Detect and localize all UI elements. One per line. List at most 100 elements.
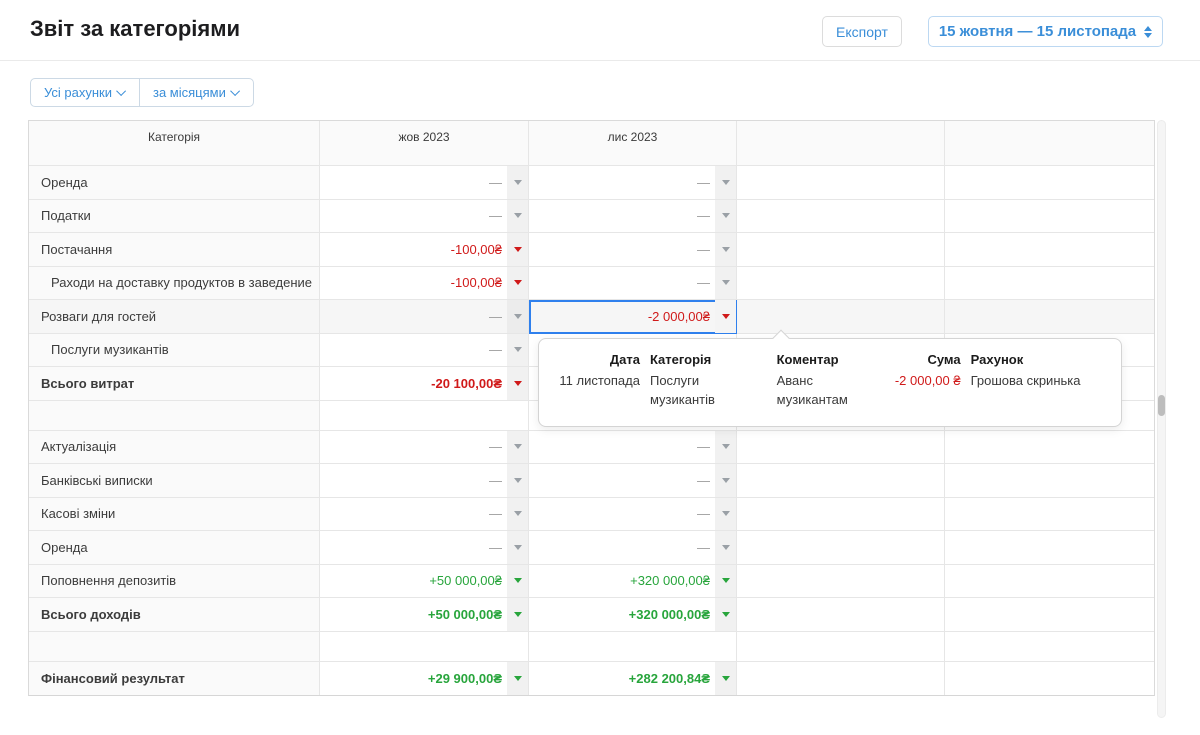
amount-cell[interactable]: — <box>320 166 529 200</box>
amount-value: +50 000,00₴ <box>427 606 502 622</box>
cell-dropdown-icon[interactable] <box>507 333 528 366</box>
amount-cell[interactable]: — <box>320 497 529 531</box>
cell-dropdown-icon[interactable] <box>715 266 736 299</box>
cell-dropdown-icon[interactable] <box>507 598 528 631</box>
popup-comment-column: Коментар Аванс музикантам <box>777 352 862 410</box>
cell-dropdown-icon[interactable] <box>507 233 528 266</box>
popup-comment-label: Коментар <box>776 352 839 367</box>
export-button[interactable]: Експорт <box>822 16 902 47</box>
amount-value: — <box>697 275 710 291</box>
amount-cell[interactable]: — <box>529 464 737 498</box>
date-range-selector[interactable]: 15 жовтня — 15 листопада <box>928 16 1163 47</box>
cell-dropdown-icon[interactable] <box>715 661 736 695</box>
amount-cell <box>737 199 945 233</box>
popup-category-label: Категорія <box>649 352 712 367</box>
amount-cell[interactable]: -100,00₴ <box>320 266 529 300</box>
amount-cell[interactable]: — <box>529 233 737 267</box>
cell-dropdown-icon[interactable] <box>715 199 736 232</box>
scrollbar-thumb[interactable] <box>1158 395 1165 416</box>
amount-cell[interactable]: +320 000,00₴ <box>529 598 737 632</box>
cell-dropdown-icon[interactable] <box>507 464 528 497</box>
amount-value: — <box>489 439 502 455</box>
amount-cell[interactable]: — <box>320 430 529 464</box>
chevron-down-icon <box>116 86 127 97</box>
cell-dropdown-icon[interactable] <box>507 430 528 463</box>
category-cell: Оренда <box>29 531 320 565</box>
amount-cell <box>945 564 1154 598</box>
amount-cell[interactable]: — <box>320 531 529 565</box>
amount-cell[interactable]: +50 000,00₴ <box>320 598 529 632</box>
cell-dropdown-icon[interactable] <box>507 367 528 400</box>
cell-dropdown-icon[interactable] <box>507 531 528 564</box>
grouping-filter-dropdown[interactable]: за місяцями <box>138 79 253 106</box>
table-row: Раходи на доставку продуктов в заведение… <box>29 266 1154 300</box>
amount-cell[interactable]: +50 000,00₴ <box>320 564 529 598</box>
amount-cell <box>945 464 1154 498</box>
amount-value: +50 000,00₴ <box>429 573 502 589</box>
amount-cell[interactable]: -100,00₴ <box>320 233 529 267</box>
table-header-row: Категорія жов 2023 лис 2023 <box>29 121 1154 166</box>
accounts-filter-dropdown[interactable]: Усі рахунки <box>31 79 139 106</box>
cell-dropdown-icon[interactable] <box>715 166 736 199</box>
amount-cell[interactable]: +320 000,00₴ <box>529 564 737 598</box>
export-button-label: Експорт <box>836 23 888 40</box>
cell-dropdown-icon[interactable] <box>507 497 528 530</box>
cell-dropdown-icon[interactable] <box>507 266 528 299</box>
cell-dropdown-icon[interactable] <box>715 564 736 597</box>
cell-dropdown-icon[interactable] <box>507 661 528 695</box>
amount-value: — <box>697 472 710 488</box>
amount-cell <box>945 631 1154 662</box>
table-row: Податки — — <box>29 199 1154 233</box>
amount-cell[interactable]: — <box>529 430 737 464</box>
category-cell: Розваги для гостей <box>29 300 320 334</box>
amount-cell[interactable]: — <box>320 464 529 498</box>
amount-value: — <box>697 174 710 190</box>
amount-cell <box>737 300 945 334</box>
amount-cell <box>945 300 1154 334</box>
popup-sum-label: Сума <box>927 352 961 367</box>
table-row: Касові зміни — — <box>29 497 1154 531</box>
accounts-filter-label: Усі рахунки <box>44 85 112 100</box>
cell-dropdown-icon[interactable] <box>715 531 736 564</box>
amount-cell[interactable]: — <box>529 166 737 200</box>
amount-value: — <box>697 439 710 455</box>
cell-dropdown-icon[interactable] <box>715 497 736 530</box>
amount-cell <box>320 631 529 662</box>
cell-dropdown-icon[interactable] <box>715 430 736 463</box>
cell-dropdown-icon[interactable] <box>715 598 736 631</box>
selected-amount-cell[interactable]: -2 000,00₴ <box>529 300 737 334</box>
cell-dropdown-icon[interactable] <box>715 300 736 333</box>
amount-cell[interactable]: +29 900,00₴ <box>320 661 529 695</box>
cell-dropdown-icon[interactable] <box>715 464 736 497</box>
cell-dropdown-icon[interactable] <box>507 199 528 232</box>
top-bar: Звіт за категоріями Експорт 15 жовтня — … <box>0 0 1200 61</box>
page-title: Звіт за категоріями <box>30 16 241 41</box>
cell-dropdown-icon[interactable] <box>507 564 528 597</box>
transaction-details-popup: Дата 11 листопада Категорія Послуги музи… <box>538 329 1122 427</box>
cell-dropdown-icon[interactable] <box>507 300 528 333</box>
amount-cell[interactable]: +282 200,84₴ <box>529 661 737 695</box>
cell-dropdown-icon[interactable] <box>715 233 736 266</box>
amount-cell[interactable]: — <box>320 333 529 367</box>
cell-dropdown-icon[interactable] <box>507 166 528 199</box>
table-row: Оренда — — <box>29 531 1154 565</box>
popup-category-value: Послуги музикантів <box>649 373 715 407</box>
amount-cell <box>737 233 945 267</box>
amount-value: — <box>489 174 502 190</box>
vertical-scrollbar[interactable] <box>1157 120 1166 718</box>
amount-cell[interactable]: — <box>529 266 737 300</box>
amount-cell[interactable]: — <box>320 300 529 334</box>
column-header-category: Категорія <box>29 121 320 166</box>
table-row: Розваги для гостей — -2 000,00₴ <box>29 300 1154 334</box>
amount-cell[interactable]: — <box>529 199 737 233</box>
amount-cell[interactable]: — <box>529 531 737 565</box>
amount-cell[interactable]: -20 100,00₴ <box>320 367 529 401</box>
column-header-empty <box>737 121 945 166</box>
amount-cell[interactable]: — <box>320 199 529 233</box>
column-header-empty <box>945 121 1154 166</box>
amount-cell[interactable]: — <box>529 497 737 531</box>
amount-value: +282 200,84₴ <box>628 670 710 686</box>
category-cell: Оренда <box>29 166 320 200</box>
amount-cell <box>945 598 1154 632</box>
category-cell: Постачання <box>29 233 320 267</box>
